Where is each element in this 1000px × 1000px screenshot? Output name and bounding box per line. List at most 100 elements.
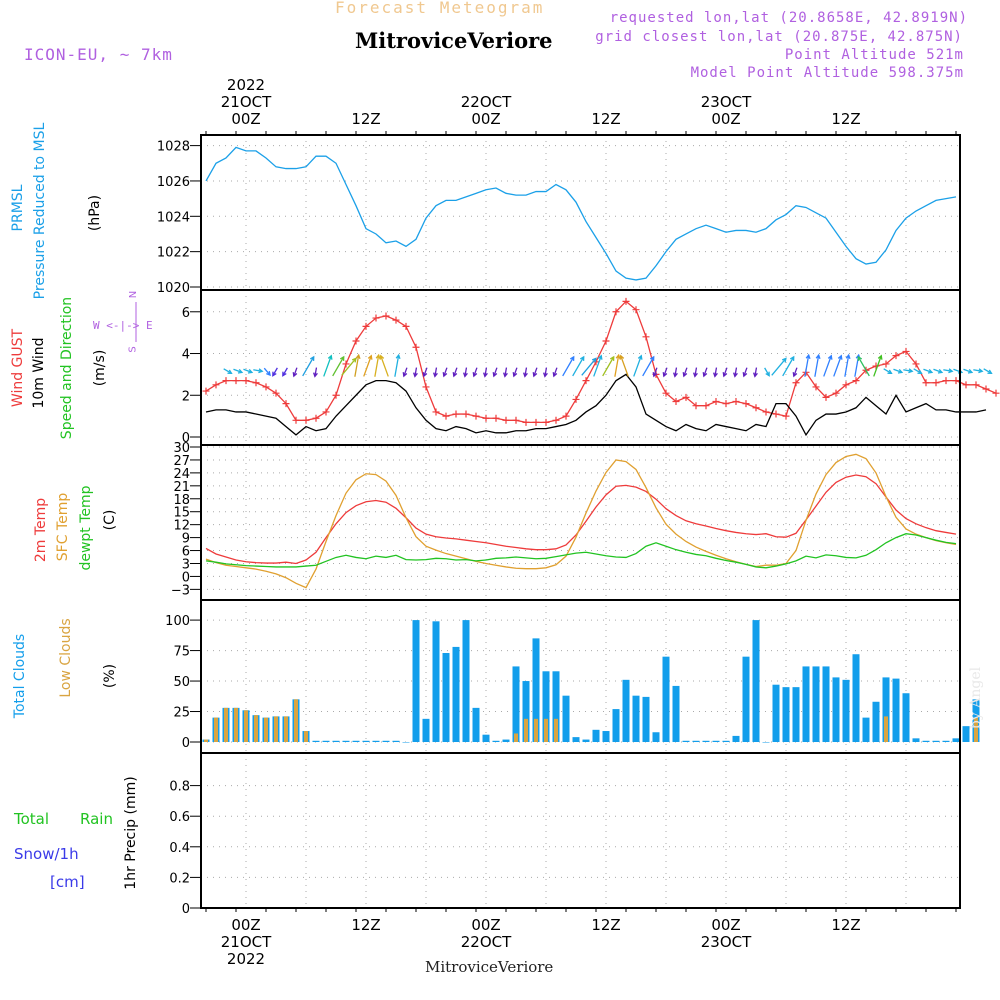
wind-arrow-head [887, 369, 893, 375]
low-cloud-bar [244, 710, 248, 742]
wind-arrow-shaft [883, 368, 892, 374]
total-cloud-bar [562, 695, 570, 742]
series-lines [202, 146, 1000, 589]
wind-arrow [422, 367, 428, 378]
wind-arrow-shaft [581, 358, 597, 376]
wind-arrow [933, 368, 944, 374]
total-cloud-bar [732, 735, 740, 742]
wind-arrow-head [937, 368, 944, 374]
label-snow: Snow/1h [14, 845, 79, 863]
wind-arrow [402, 367, 408, 378]
x-label-bottom: 00Z [711, 916, 740, 934]
x-label-bottom: 23OCT [701, 933, 752, 951]
wind-arrow-shaft [943, 369, 953, 372]
low-cloud-bar [524, 718, 528, 742]
y-tick-label: 2 [182, 389, 190, 404]
wind-arrow [593, 354, 603, 377]
gust-marker [252, 379, 260, 387]
total-cloud-bar [372, 740, 380, 742]
total-cloud-bar [482, 734, 490, 742]
wind-arrow-shaft [754, 367, 758, 377]
wind-arrow-shaft [771, 358, 787, 376]
gust-marker [922, 379, 930, 387]
gust-marker [752, 404, 760, 412]
total-cloud-bar [382, 740, 390, 742]
wind-arrow [463, 367, 468, 378]
total-cloud-bar [722, 740, 730, 742]
gust-marker [912, 360, 920, 368]
wind-arrow-shaft [963, 368, 973, 373]
y-tick-label: 0.4 [169, 841, 190, 856]
label-rain: Rain [80, 810, 113, 828]
wind-arrow-head [402, 372, 408, 378]
wind-arrow-shaft [642, 356, 655, 377]
series-line-sfc-temp [205, 453, 957, 589]
wind-arrow [413, 367, 418, 378]
gust-marker [762, 408, 770, 416]
gust-marker [232, 377, 240, 385]
axis-ticks: 102010221024102610280246−303691215182124… [135, 76, 957, 968]
wind-arrow-shaft [253, 369, 263, 372]
total-cloud-bar [932, 740, 940, 742]
gust-marker [682, 393, 690, 401]
wind-arrow-shaft [544, 367, 548, 377]
wind-arrow [673, 367, 678, 378]
wind-arrow-shaft [714, 367, 718, 377]
gust-marker [242, 377, 250, 385]
compass-south: S [127, 346, 139, 353]
wind-arrow-shaft [782, 356, 795, 377]
wind-arrow [823, 354, 833, 377]
wind-arrow-head [857, 355, 863, 361]
gust-marker [662, 389, 670, 397]
gust-marker [492, 414, 500, 422]
total-cloud-bar [842, 679, 850, 742]
total-cloud-bar [332, 740, 340, 742]
total-cloud-bar [832, 677, 840, 742]
gust-marker [902, 347, 910, 355]
series-line-wind-gust [205, 300, 997, 424]
wind-arrow-shaft [323, 355, 332, 377]
wind-arrow-head [292, 372, 298, 378]
x-label-top: 2022 [227, 76, 265, 94]
label-celsius: (C) [102, 509, 118, 531]
y-tick-label: 1026 [157, 175, 190, 190]
wind-arrow [272, 367, 278, 377]
total-cloud-bar [772, 684, 780, 742]
wind-arrow-head [463, 372, 468, 378]
wind-arrow-head [877, 354, 883, 360]
wind-arrow [702, 367, 708, 378]
wind-arrow-shaft [674, 367, 678, 377]
label-sfc-temp: SFC Temp [55, 492, 71, 562]
wind-arrow-shaft [533, 367, 538, 377]
gust-marker [292, 416, 300, 424]
wind-arrow-shaft [453, 367, 458, 377]
label-ms: (m/s) [92, 349, 108, 387]
wind-arrow [223, 368, 233, 375]
x-label-top: 12Z [831, 110, 860, 128]
low-cloud-bar [884, 716, 888, 742]
wind-arrow [233, 368, 244, 374]
gust-marker [462, 410, 470, 418]
wind-arrow [652, 367, 658, 378]
gust-marker [272, 389, 280, 397]
compass-east-west: W <-|-> E [93, 319, 153, 332]
total-cloud-bar [492, 740, 500, 742]
gust-marker [972, 381, 980, 389]
wind-arrow-shaft [484, 367, 488, 377]
wind-arrow-shaft [633, 355, 642, 377]
gust-marker [942, 377, 950, 385]
total-cloud-bar [542, 671, 550, 742]
low-cloud-bar [264, 717, 268, 742]
wind-arrow-head [422, 372, 428, 378]
wind-arrow-shaft [743, 367, 748, 377]
total-cloud-bar [942, 740, 950, 742]
total-cloud-bar [892, 678, 900, 742]
total-cloud-bar [622, 679, 630, 742]
gust-marker [552, 416, 560, 424]
wind-arrow-shaft [243, 368, 253, 373]
wind-arrow [253, 368, 264, 374]
wind-arrow-head [837, 354, 843, 360]
y-tick-label: 1020 [157, 281, 190, 296]
total-cloud-bar [642, 696, 650, 742]
label-wind-gust: Wind GUST [10, 328, 26, 408]
